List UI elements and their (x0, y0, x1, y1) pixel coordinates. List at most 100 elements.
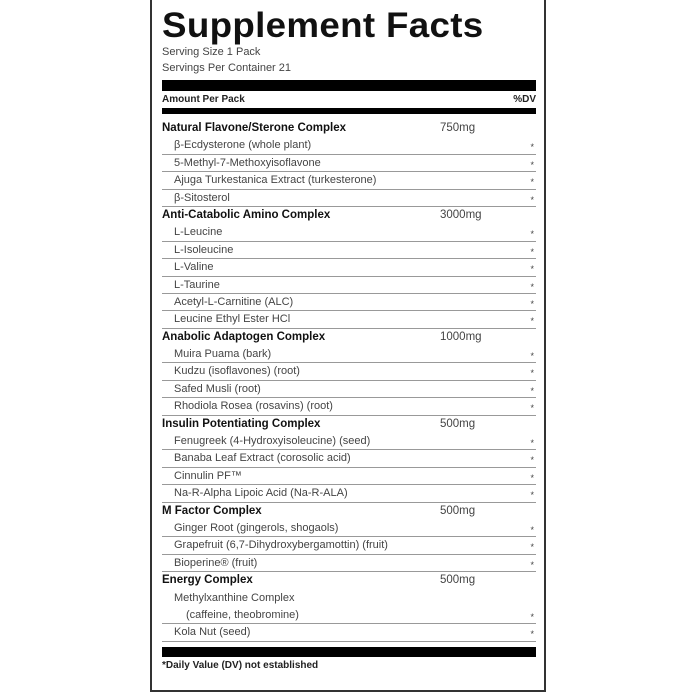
ingredient-dv: * (530, 611, 534, 622)
ingredient-row: Grapefruit (6,7-Dihydroxybergamottin) (f… (162, 537, 536, 555)
section-amount: 500mg (440, 417, 476, 430)
ingredient-dv: * (530, 177, 534, 188)
ingredient-row: Na-R-Alpha Lipoic Acid (Na-R-ALA) * (162, 485, 536, 503)
section-amount: 750mg (440, 122, 476, 134)
section-amount: 3000mg (440, 208, 482, 221)
ingredient-row: Kola Nut (seed) * (162, 624, 536, 642)
ingredient-row: Muira Puama (bark) * (162, 346, 536, 364)
ingredient-dv: * (530, 438, 534, 449)
ingredient-row: Rhodiola Rosea (rosavins) (root) * (162, 398, 536, 416)
ingredient-name: Safed Musli (root) (174, 382, 261, 395)
ingredient-name: Acetyl-L-Carnitine (ALC) (174, 295, 294, 308)
ingredient-row: Methylxanthine Complex (162, 590, 536, 607)
ingredient-name: Leucine Ethyl Ester HCl (174, 313, 291, 326)
ingredient-row: L-Taurine * (162, 277, 536, 294)
section-amount: 500mg (440, 504, 476, 517)
ingredient-name: L-Taurine (174, 278, 220, 291)
section-header: M Factor Complex 500mg (162, 503, 536, 520)
ingredient-dv: * (530, 246, 534, 257)
ingredient-row: Acetyl-L-Carnitine (ALC) * (162, 294, 536, 312)
ingredient-name: β-Ecdysterone (whole plant) (174, 139, 312, 152)
ingredient-name: 5-Methyl-7-Methoxyisoflavone (174, 156, 321, 169)
ingredient-row: Kudzu (isoflavones) (root) * (162, 363, 536, 381)
ingredient-dv: * (530, 281, 534, 292)
servings-per-container: Servings Per Container 21 (162, 62, 292, 74)
ingredient-row: β-Sitosterol * (162, 190, 536, 207)
ingredient-row: L-Isoleucine * (162, 242, 536, 260)
serving-size: Serving Size 1 Pack (162, 46, 261, 58)
ingredient-dv: * (530, 159, 534, 170)
ingredient-dv: * (530, 472, 534, 483)
divider-thick (162, 80, 536, 91)
ingredient-dv: * (530, 403, 534, 414)
footnote: *Daily Value (DV) not established (162, 659, 319, 671)
ingredient-name: Methylxanthine Complex (174, 591, 295, 604)
ingredient-name: Na-R-Alpha Lipoic Acid (Na-R-ALA) (174, 487, 348, 500)
ingredient-dv: * (530, 229, 534, 240)
ingredient-name: Muira Puama (bark) (174, 348, 272, 361)
label-content: Supplement Facts Serving Size 1 Pack Ser… (162, 0, 536, 675)
ingredient-dv: * (530, 368, 534, 379)
section-header: Energy Complex 500mg (162, 572, 536, 589)
ingredient-name: L-Isoleucine (174, 243, 234, 256)
ingredient-name: L-Valine (174, 261, 214, 274)
ingredient-name: Grapefruit (6,7-Dihydroxybergamottin) (f… (174, 539, 388, 552)
ingredient-name: L-Leucine (174, 226, 223, 239)
ingredient-dv: * (530, 194, 534, 205)
ingredient-name: Banaba Leaf Extract (corosolic acid) (174, 452, 351, 465)
ingredient-name: Cinnulin PF™ (174, 469, 242, 482)
ingredient-dv: * (530, 316, 534, 327)
ingredient-row: Safed Musli (root) * (162, 381, 536, 399)
ingredient-row: L-Valine * (162, 259, 536, 277)
divider-bottom (162, 646, 536, 657)
ingredient-dv: * (530, 385, 534, 396)
ingredient-dv: * (530, 142, 534, 153)
ingredient-name: Rhodiola Rosea (rosavins) (root) (174, 400, 333, 413)
ingredient-dv: * (530, 298, 534, 309)
section-name: Energy Complex (162, 574, 253, 587)
supplement-facts-label: Supplement Facts Serving Size 1 Pack Ser… (150, 0, 546, 692)
amount-header-row: Amount Per Pack %DV (162, 91, 536, 108)
ingredient-name: Ginger Root (gingerols, shogaols) (174, 521, 339, 534)
section-name: Anabolic Adaptogen Complex (162, 330, 326, 343)
ingredient-dv: * (530, 490, 534, 501)
section-amount: 1000mg (440, 330, 482, 343)
ingredient-name: Fenugreek (4-Hydroxyisoleucine) (seed) (174, 435, 371, 448)
section-name: M Factor Complex (162, 504, 262, 517)
ingredient-row: L-Leucine * (162, 224, 536, 242)
dv-header: %DV (513, 94, 536, 105)
ingredient-dv: * (530, 524, 534, 535)
label-title: Supplement Facts (162, 6, 484, 45)
ingredient-name: Ajuga Turkestanica Extract (turkesterone… (174, 174, 377, 187)
ingredient-dv: * (530, 264, 534, 275)
ingredient-name: Bioperine® (fruit) (174, 556, 258, 569)
ingredient-row: Leucine Ethyl Ester HCl * (162, 311, 536, 329)
ingredient-name: β-Sitosterol (174, 191, 230, 204)
section-name: Anti-Catabolic Amino Complex (162, 208, 331, 221)
ingredient-row: Fenugreek (4-Hydroxyisoleucine) (seed) * (162, 433, 536, 451)
section-header: Insulin Potentiating Complex 500mg (162, 416, 536, 433)
ingredient-name: Kola Nut (seed) (174, 626, 251, 639)
ingredient-dv: * (530, 351, 534, 362)
ingredient-row-continued: (caffeine, theobromine) * (162, 607, 536, 625)
ingredient-dv: * (530, 559, 534, 570)
ingredient-detail: (caffeine, theobromine) (186, 608, 299, 621)
ingredient-dv: * (530, 629, 534, 640)
ingredient-row: Ajuga Turkestanica Extract (turkesterone… (162, 172, 536, 190)
section-amount: 500mg (440, 574, 476, 587)
ingredient-row: 5-Methyl-7-Methoxyisoflavone * (162, 155, 536, 173)
ingredient-row: Bioperine® (fruit) * (162, 555, 536, 573)
section-name: Natural Flavone/Sterone Complex (162, 122, 347, 134)
ingredient-row: Cinnulin PF™ * (162, 468, 536, 486)
ingredient-name: Kudzu (isoflavones) (root) (174, 365, 300, 378)
ingredient-row: Ginger Root (gingerols, shogaols) * (162, 520, 536, 538)
ingredient-dv: * (530, 542, 534, 553)
ingredient-dv: * (530, 455, 534, 466)
ingredient-row: β-Ecdysterone (whole plant) * (162, 137, 536, 155)
section-header: Natural Flavone/Sterone Complex 750mg (162, 120, 536, 137)
section-name: Insulin Potentiating Complex (162, 417, 321, 430)
ingredient-row: Banaba Leaf Extract (corosolic acid) * (162, 450, 536, 468)
amount-header: Amount Per Pack (162, 94, 245, 105)
section-header: Anabolic Adaptogen Complex 1000mg (162, 329, 536, 346)
divider-medium (162, 108, 536, 114)
